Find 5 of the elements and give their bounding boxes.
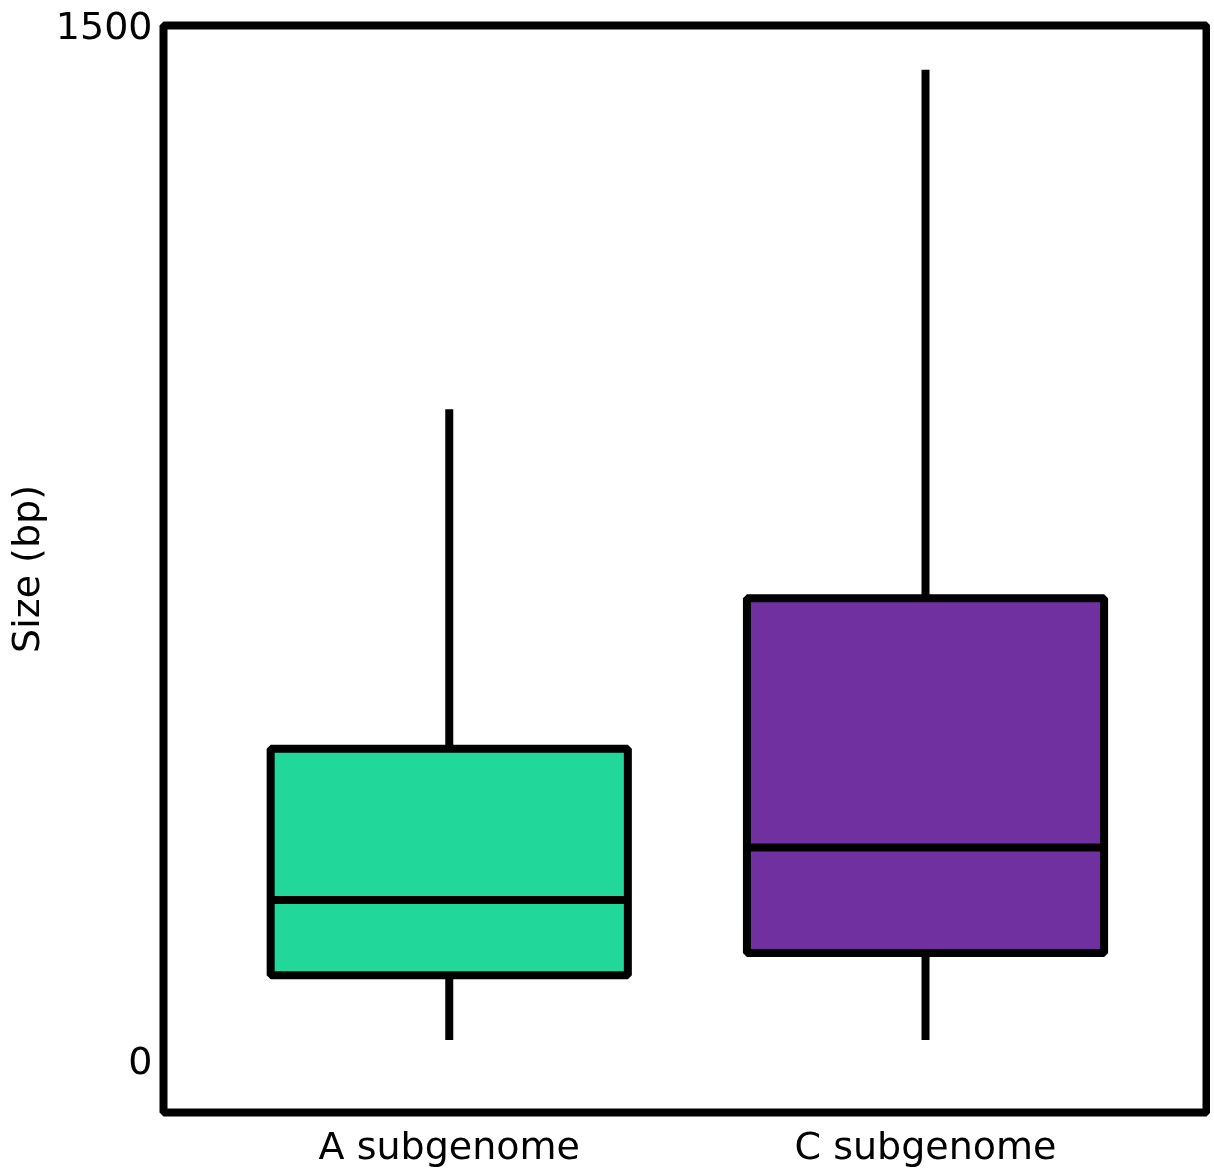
y-axis-title: Size (bp) bbox=[3, 485, 48, 653]
x-tick-label: A subgenome bbox=[318, 1123, 580, 1168]
y-tick-label: 1500 bbox=[55, 4, 153, 48]
x-tick-label: C subgenome bbox=[794, 1123, 1057, 1168]
y-tick-label: 0 bbox=[128, 1039, 153, 1084]
